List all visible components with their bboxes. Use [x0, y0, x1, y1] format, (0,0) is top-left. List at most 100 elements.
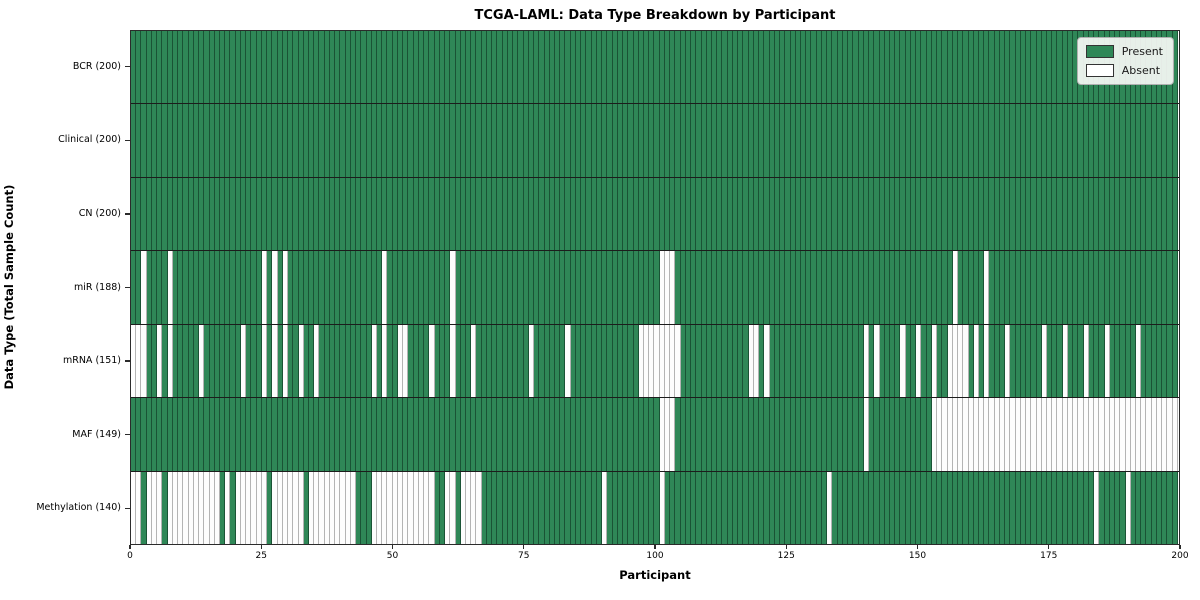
- matrix-cell: [534, 177, 540, 251]
- matrix-cell: [759, 324, 765, 398]
- matrix-cell: [277, 471, 283, 544]
- matrix-cell: [596, 251, 603, 324]
- matrix-cell: [204, 471, 210, 544]
- matrix-cell: [162, 251, 168, 324]
- matrix-cell: [795, 177, 801, 251]
- matrix-cell: [261, 324, 268, 398]
- matrix-cell: [293, 251, 299, 324]
- matrix-cell: [785, 31, 791, 104]
- matrix-cell: [638, 324, 644, 398]
- matrix-cell: [167, 31, 173, 104]
- matrix-cell: [1015, 177, 1021, 251]
- matrix-cell: [712, 398, 718, 471]
- matrix-cell: [366, 398, 372, 471]
- matrix-cell: [1031, 104, 1037, 177]
- matrix-cell: [544, 251, 550, 324]
- matrix-cell: [874, 324, 880, 398]
- matrix-cell: [288, 177, 294, 251]
- matrix-cell: [999, 471, 1006, 544]
- matrix-cell: [1020, 324, 1027, 398]
- matrix-cell: [952, 324, 959, 398]
- matrix-cell: [466, 177, 472, 251]
- matrix-cell: [308, 104, 315, 177]
- matrix-cell: [429, 31, 435, 104]
- matrix-cell: [732, 398, 739, 471]
- matrix-cell: [371, 324, 378, 398]
- matrix-cell: [654, 398, 660, 471]
- matrix-cell: [267, 471, 273, 544]
- x-tick: [916, 545, 919, 549]
- matrix-cell: [1041, 251, 1048, 324]
- matrix-cell: [329, 104, 336, 177]
- matrix-cell: [701, 398, 707, 471]
- matrix-cell: [272, 104, 278, 177]
- matrix-cell: [947, 251, 953, 324]
- matrix-cell: [282, 177, 289, 251]
- matrix-cell: [1026, 324, 1032, 398]
- matrix-cell: [513, 398, 519, 471]
- matrix-cell: [308, 251, 315, 324]
- matrix-cell: [879, 177, 885, 251]
- matrix-cell: [643, 177, 650, 251]
- matrix-cell: [596, 104, 603, 177]
- matrix-cell: [382, 471, 388, 544]
- matrix-cell: [696, 324, 702, 398]
- matrix-cell: [874, 398, 880, 471]
- matrix-cell: [874, 104, 880, 177]
- matrix-cell: [910, 471, 917, 544]
- matrix-cell: [973, 324, 979, 398]
- y-tick: [125, 139, 130, 141]
- matrix-cell: [685, 104, 692, 177]
- matrix-cell: [727, 104, 733, 177]
- matrix-cell: [837, 31, 843, 104]
- matrix-cell: [790, 251, 796, 324]
- matrix-cell: [769, 471, 775, 544]
- matrix-cell: [413, 471, 419, 544]
- matrix-cell: [895, 177, 901, 251]
- matrix-cell: [146, 177, 152, 251]
- matrix-cell: [722, 177, 728, 251]
- matrix-cell: [261, 251, 268, 324]
- matrix-cell: [324, 251, 330, 324]
- matrix-cell: [785, 324, 791, 398]
- matrix-cell: [476, 324, 482, 398]
- matrix-cell: [1041, 398, 1048, 471]
- matrix-cell: [272, 324, 278, 398]
- matrix-cell: [1062, 471, 1068, 544]
- matrix-cell: [680, 251, 686, 324]
- matrix-cell: [434, 251, 440, 324]
- matrix-cell: [298, 177, 304, 251]
- matrix-cell: [481, 251, 487, 324]
- matrix-cell: [617, 324, 624, 398]
- matrix-cell: [575, 471, 582, 544]
- matrix-cell: [910, 177, 917, 251]
- matrix-cell: [193, 104, 200, 177]
- matrix-cell: [701, 177, 707, 251]
- matrix-cell: [1052, 104, 1058, 177]
- matrix-cell: [387, 177, 393, 251]
- matrix-cell: [131, 104, 137, 177]
- matrix-cell: [654, 177, 660, 251]
- matrix-cell: [1062, 31, 1068, 104]
- matrix-cell: [685, 471, 692, 544]
- matrix-cell: [246, 324, 252, 398]
- matrix-cell: [685, 398, 692, 471]
- matrix-cell: [717, 177, 723, 251]
- matrix-cell: [685, 324, 692, 398]
- matrix-cell: [235, 324, 241, 398]
- x-tick: [785, 545, 787, 549]
- matrix-cell: [1010, 31, 1016, 104]
- matrix-cell: [1083, 471, 1089, 544]
- matrix-cell: [178, 177, 184, 251]
- matrix-cell: [183, 251, 189, 324]
- matrix-cell: [183, 324, 189, 398]
- matrix-cell: [497, 177, 503, 251]
- matrix-cell: [450, 31, 456, 104]
- matrix-cell: [141, 324, 147, 398]
- matrix-cell: [795, 104, 801, 177]
- matrix-cell: [617, 31, 624, 104]
- matrix-cell: [377, 471, 383, 544]
- matrix-cell: [418, 104, 425, 177]
- x-tick: [129, 545, 131, 549]
- matrix-cell: [1073, 324, 1079, 398]
